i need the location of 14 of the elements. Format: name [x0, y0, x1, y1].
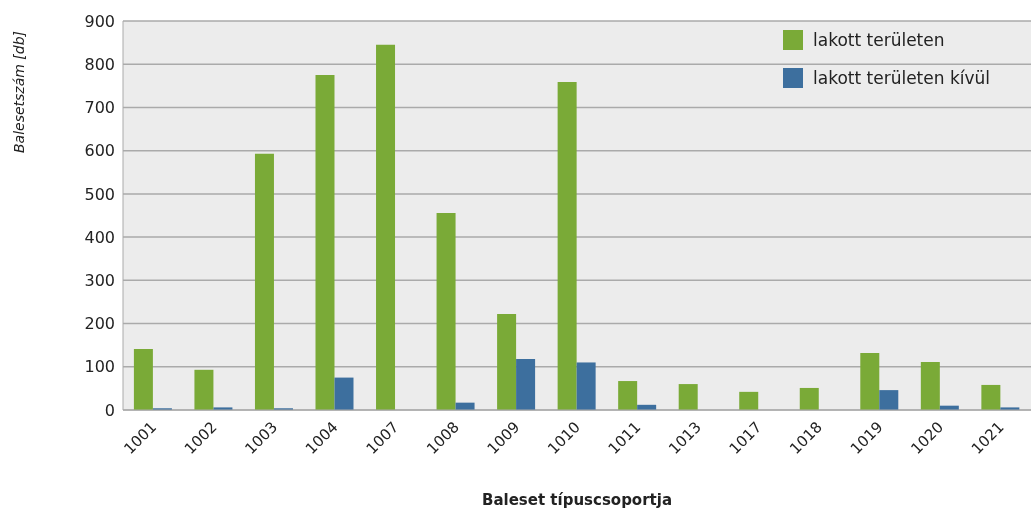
y-tick-label: 800 — [84, 54, 115, 74]
y-tick-label: 400 — [84, 227, 115, 247]
y-axis-title: Balesetszám [db] — [11, 30, 27, 154]
y-tick-label: 0 — [104, 400, 115, 420]
y-tick-label: 300 — [84, 271, 115, 291]
y-tick-label: 500 — [84, 184, 115, 204]
legend-label: lakott területen kívül — [813, 68, 991, 88]
legend-label: lakott területen — [813, 30, 945, 50]
y-tick-label: 200 — [84, 314, 115, 334]
x-axis-title: Baleset típuscsoportja — [481, 491, 673, 509]
y-tick-label: 900 — [84, 11, 115, 31]
y-tick-label: 600 — [84, 141, 115, 161]
y-tick-label: 700 — [84, 98, 115, 118]
y-tick-label: 100 — [84, 357, 115, 377]
